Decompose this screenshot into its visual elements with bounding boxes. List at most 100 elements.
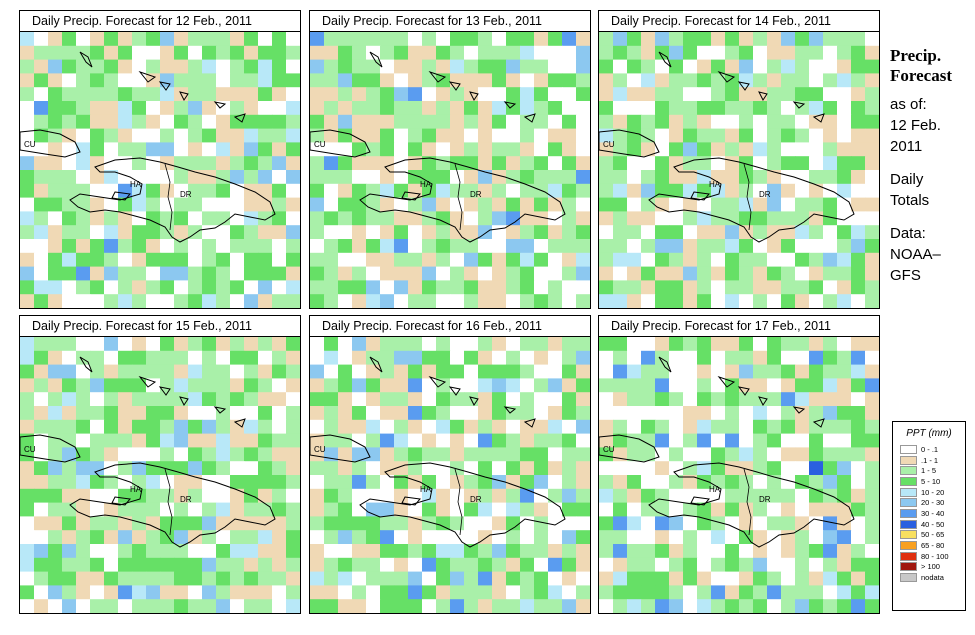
precip-cell bbox=[534, 599, 549, 613]
precip-cell bbox=[837, 350, 852, 366]
coastline bbox=[213, 406, 227, 414]
precip-cell bbox=[216, 571, 231, 586]
precip-cell bbox=[104, 516, 119, 531]
precip-cell bbox=[655, 59, 670, 74]
precip-cell bbox=[352, 571, 367, 586]
precip-cell bbox=[286, 294, 300, 308]
precip-cell bbox=[394, 571, 409, 586]
precip-cell bbox=[20, 433, 35, 448]
precip-cell bbox=[230, 571, 245, 586]
precip-cell bbox=[258, 557, 273, 573]
precip-cell bbox=[478, 419, 493, 435]
country-border bbox=[164, 163, 173, 231]
precip-cell bbox=[230, 114, 245, 130]
precip-cell bbox=[697, 87, 712, 102]
precip-cell bbox=[576, 502, 590, 517]
ha-label: HA bbox=[130, 180, 142, 189]
precip-cell bbox=[174, 364, 189, 379]
precip-cell bbox=[244, 225, 259, 240]
precip-cell bbox=[823, 156, 838, 171]
precip-cell bbox=[851, 128, 866, 143]
precip-cell bbox=[104, 599, 119, 613]
precip-cell bbox=[739, 280, 754, 295]
precip-cell bbox=[613, 280, 628, 295]
precip-cell bbox=[669, 516, 684, 531]
precip-cell bbox=[90, 45, 105, 61]
precip-cell bbox=[62, 45, 77, 61]
precip-cell bbox=[627, 183, 642, 199]
precip-cell bbox=[104, 87, 119, 102]
precip-cell bbox=[823, 392, 838, 407]
precip-cell bbox=[576, 406, 590, 421]
precip-cell bbox=[613, 530, 628, 545]
precip-cell bbox=[436, 378, 451, 393]
precip-cell bbox=[492, 197, 507, 212]
precip-cell bbox=[711, 516, 726, 531]
coastline bbox=[599, 434, 660, 463]
precip-cell bbox=[244, 211, 259, 226]
precip-cell bbox=[851, 183, 866, 199]
precip-cell bbox=[90, 350, 105, 366]
coastline bbox=[213, 101, 227, 109]
precip-cell bbox=[272, 156, 287, 171]
precip-cell bbox=[548, 585, 563, 600]
precip-cell bbox=[104, 585, 119, 600]
precip-cell bbox=[118, 488, 133, 504]
coastline bbox=[179, 91, 189, 101]
precip-cell bbox=[711, 239, 726, 254]
precip-cell bbox=[62, 544, 77, 559]
precip-cell bbox=[641, 488, 656, 504]
precip-cell bbox=[492, 211, 507, 226]
precip-cell bbox=[520, 197, 535, 212]
precip-cell bbox=[272, 32, 287, 47]
precip-cell bbox=[697, 488, 712, 504]
precip-cell bbox=[851, 45, 866, 61]
precip-cell bbox=[753, 544, 768, 559]
precip-cell bbox=[837, 252, 852, 268]
precip-cell bbox=[380, 32, 395, 47]
precip-cell bbox=[450, 252, 465, 268]
precip-cell bbox=[76, 114, 91, 130]
precip-cell bbox=[576, 447, 590, 462]
precip-cell bbox=[244, 128, 259, 143]
precip-cell bbox=[310, 475, 325, 490]
precip-cell bbox=[244, 544, 259, 559]
precip-cell bbox=[286, 211, 300, 226]
precip-cell bbox=[258, 488, 273, 504]
coastline bbox=[690, 496, 710, 506]
precip-cell bbox=[366, 447, 381, 462]
cu-label: CU bbox=[314, 445, 326, 454]
precip-cell bbox=[450, 516, 465, 531]
precip-cell bbox=[809, 585, 824, 600]
precip-cell bbox=[492, 101, 507, 116]
precip-cell bbox=[244, 170, 259, 185]
precip-cell bbox=[599, 378, 614, 393]
precip-cell bbox=[352, 183, 367, 199]
precip-cell bbox=[781, 73, 796, 88]
precip-cell bbox=[352, 170, 367, 185]
precip-cell bbox=[837, 475, 852, 490]
precip-cell bbox=[781, 239, 796, 254]
precip-cell bbox=[562, 571, 577, 586]
precip-cell bbox=[338, 156, 353, 171]
precip-cell bbox=[160, 183, 175, 199]
precip-cell bbox=[753, 447, 768, 462]
precip-cell bbox=[132, 266, 147, 281]
precip-cell bbox=[380, 128, 395, 143]
precip-cell bbox=[20, 557, 35, 573]
precip-cell bbox=[492, 59, 507, 74]
precip-cell bbox=[20, 488, 35, 504]
precip-cell bbox=[216, 364, 231, 379]
precip-cell bbox=[613, 87, 628, 102]
precip-cell bbox=[520, 599, 535, 613]
precip-cell bbox=[655, 128, 670, 143]
precip-cell bbox=[576, 571, 590, 586]
precip-cell bbox=[767, 211, 782, 226]
precip-cell bbox=[781, 59, 796, 74]
precip-cell bbox=[809, 392, 824, 407]
precip-cell bbox=[725, 294, 740, 308]
precip-cell bbox=[132, 599, 147, 613]
precip-cell bbox=[711, 502, 726, 517]
precip-cell bbox=[118, 337, 133, 352]
precip-cell bbox=[394, 73, 409, 88]
